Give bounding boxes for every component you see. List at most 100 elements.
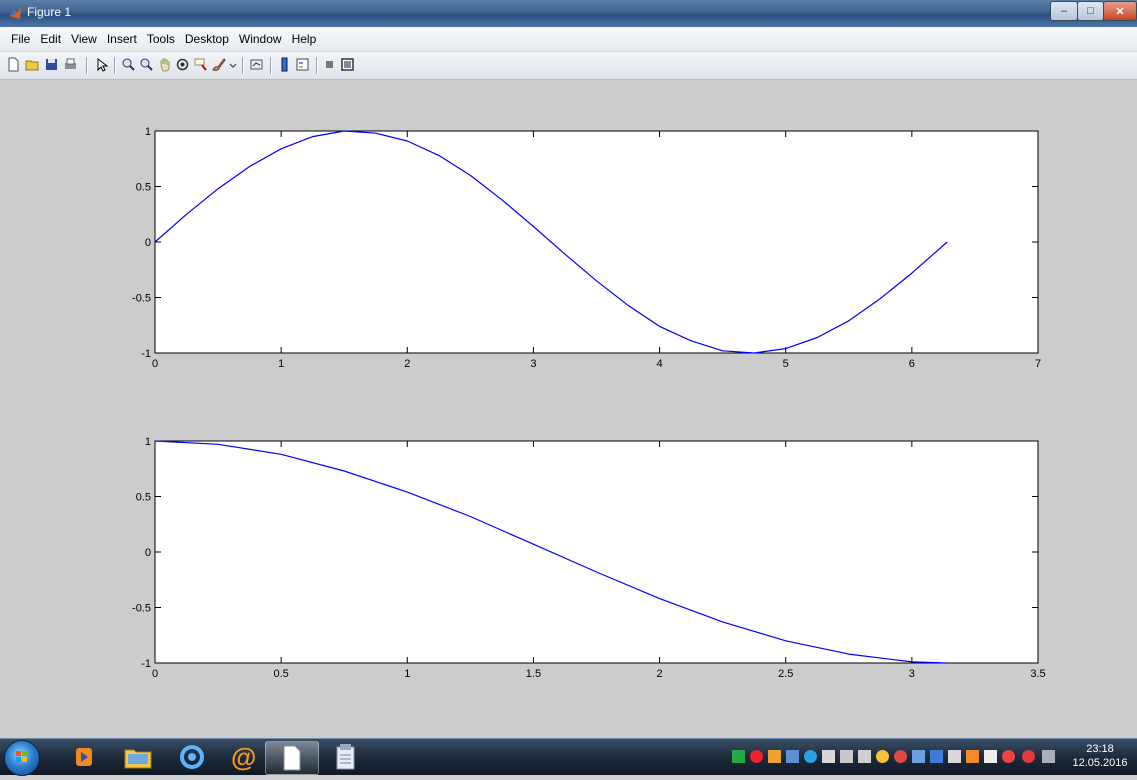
hide-plot-tools-icon[interactable]	[322, 57, 337, 72]
y-tick-label: 1	[145, 126, 151, 138]
menu-file[interactable]: File	[11, 32, 31, 46]
file-explorer-app[interactable]	[112, 741, 164, 773]
edit-plot-arrow-icon[interactable]	[94, 57, 109, 72]
device-manager-icon[interactable]	[912, 750, 925, 763]
mail-agent-app[interactable]: @	[216, 741, 268, 773]
windows-tray-icon[interactable]	[786, 750, 799, 763]
zoom-out-icon[interactable]	[139, 57, 154, 72]
notepad-icon	[336, 744, 355, 770]
toolbar-separator	[114, 57, 116, 74]
folder-icon	[124, 749, 152, 769]
antivirus-icon[interactable]	[894, 750, 907, 763]
browser-icon	[180, 745, 204, 769]
updater-icon[interactable]	[768, 750, 781, 763]
print-icon[interactable]	[63, 57, 78, 72]
y-tick-label: 0.5	[136, 182, 151, 194]
x-tick-label: 3	[909, 668, 915, 680]
toolbar-separator	[316, 57, 318, 74]
rotate-3d-icon[interactable]	[175, 57, 190, 72]
toolbar-separator	[86, 57, 88, 74]
pan-hand-icon[interactable]	[157, 57, 172, 72]
document-app[interactable]	[265, 741, 319, 775]
notepad-app[interactable]	[320, 741, 372, 773]
y-tick-label: -0.5	[132, 603, 151, 615]
network-sync-icon[interactable]	[804, 750, 817, 763]
window-title-bar: Figure 1 ‒ □ ✕	[0, 0, 1137, 27]
x-tick-label: 4	[657, 358, 663, 370]
axes-box[interactable]	[154, 440, 1039, 664]
new-figure-icon[interactable]	[6, 57, 21, 72]
link-plot-icon[interactable]	[249, 57, 264, 72]
messenger-icon[interactable]	[876, 750, 889, 763]
at-sign-icon: @	[231, 743, 256, 771]
chart-1: 0 1 2 3 4 5 6 7 1 0.5 0 -0.5 -1	[132, 126, 1041, 370]
minimize-icon: ‒	[1060, 5, 1068, 17]
chevron-down-icon[interactable]	[229, 57, 237, 72]
y-tick-label: 0	[145, 547, 151, 559]
close-button[interactable]: ✕	[1103, 1, 1137, 21]
window-title: Figure 1	[27, 5, 72, 19]
windows-logo-icon	[16, 751, 27, 762]
windows-taskbar: @ 23:18 12.05.2016	[0, 738, 1137, 776]
axes-box[interactable]	[154, 130, 1039, 354]
y-tick-label: -1	[141, 658, 151, 670]
start-button[interactable]	[4, 740, 40, 776]
figure-canvas: 0 1 2 3 4 5 6 7 1 0.5 0 -0.5 -1 0 0.5 1 1.5 2 2.5 3 3.5 1 0.5 0…	[0, 80, 1137, 738]
security-icon[interactable]	[750, 750, 763, 763]
x-tick-label: 2	[657, 668, 663, 680]
save-icon[interactable]	[44, 57, 59, 72]
browser-app[interactable]	[166, 741, 218, 773]
brush-icon[interactable]	[211, 57, 226, 72]
system-clock[interactable]: 23:18 12.05.2016	[1066, 742, 1134, 770]
menu-desktop[interactable]: Desktop	[184, 32, 229, 46]
clock-date: 12.05.2016	[1072, 757, 1128, 769]
x-tick-label: 1.5	[526, 668, 541, 680]
media-player-icon	[76, 748, 92, 766]
zoom-in-icon[interactable]	[121, 57, 136, 72]
x-tick-label: 1	[278, 358, 284, 370]
series-line[interactable]	[154, 130, 948, 354]
x-tick-label: 0	[152, 358, 158, 370]
flag-icon[interactable]	[984, 750, 997, 763]
media-player-app[interactable]	[58, 741, 110, 773]
plots-svg: 0 1 2 3 4 5 6 710.50-0.5-10 0.5 1 1.5 2 2.5 3 3.510.50…	[132, 126, 1046, 680]
y-tick-label: -1	[141, 348, 151, 360]
volume-icon[interactable]	[822, 750, 835, 763]
x-tick-label: 3	[530, 358, 536, 370]
bluetooth-icon[interactable]	[930, 750, 943, 763]
battery-icon[interactable]	[840, 750, 853, 763]
x-tick-label: 3.5	[1030, 668, 1045, 680]
disk-icon[interactable]	[1042, 750, 1055, 763]
menu-edit[interactable]: Edit	[40, 32, 62, 46]
series-line[interactable]	[154, 440, 948, 664]
toolbar-separator	[242, 57, 244, 74]
x-tick-label: 2.5	[778, 668, 793, 680]
menu-tools[interactable]: Tools	[146, 32, 175, 46]
utility-icon[interactable]	[966, 750, 979, 763]
menu-help[interactable]: Help	[291, 32, 317, 46]
record-icon[interactable]	[1022, 750, 1035, 763]
close-icon: ✕	[1115, 5, 1125, 18]
x-tick-label: 6	[909, 358, 915, 370]
open-file-icon[interactable]	[25, 57, 40, 72]
menu-view[interactable]: View	[71, 32, 97, 46]
show-plot-tools-icon[interactable]	[340, 57, 355, 72]
menu-window[interactable]: Window	[238, 32, 282, 46]
clock-time: 23:18	[1086, 743, 1114, 755]
y-tick-label: 1	[145, 436, 151, 448]
keyboard-language-icon[interactable]	[732, 750, 745, 763]
maximize-button[interactable]: □	[1077, 1, 1104, 21]
menu-bar: File Edit View Insert Tools Desktop Wind…	[0, 27, 1137, 52]
minimize-button[interactable]: ‒	[1050, 1, 1078, 21]
figure-toolbar	[0, 52, 1137, 80]
menu-insert[interactable]: Insert	[106, 32, 137, 46]
x-tick-label: 0.5	[273, 668, 288, 680]
svg-text:@: @	[231, 743, 256, 771]
speaker-icon[interactable]	[948, 750, 961, 763]
insert-legend-icon[interactable]	[295, 57, 310, 72]
signal-strength-icon[interactable]	[858, 750, 871, 763]
data-cursor-icon[interactable]	[193, 57, 208, 72]
app-tray-icon[interactable]	[1002, 750, 1015, 763]
insert-colorbar-icon[interactable]	[277, 57, 292, 72]
toolbar-separator	[270, 57, 272, 74]
